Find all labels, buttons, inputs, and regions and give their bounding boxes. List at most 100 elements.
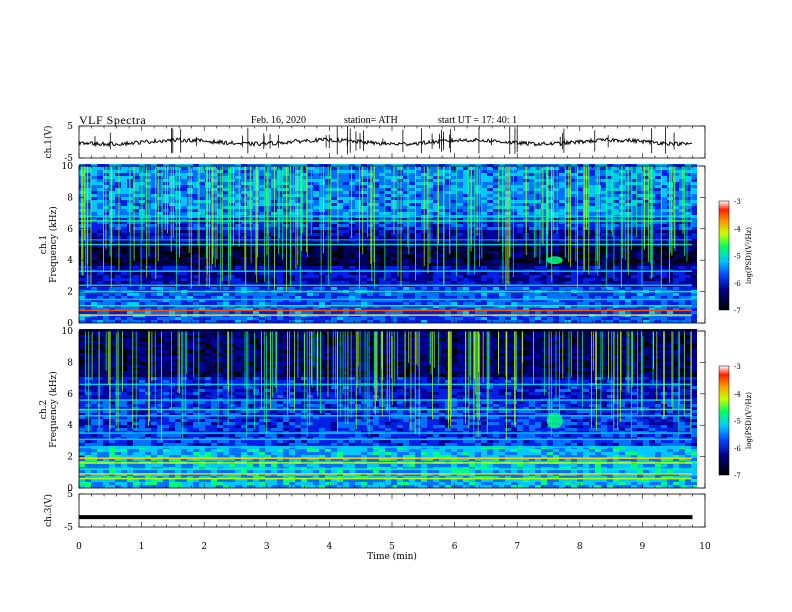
- y-tick-label: 6: [67, 390, 73, 400]
- sferic-spike: [479, 166, 481, 267]
- sferic-spike: [164, 166, 166, 230]
- sferic-spike: [471, 166, 473, 244]
- sferic-spike: [254, 331, 255, 430]
- sferic-spike: [600, 331, 602, 416]
- sferic-spike: [310, 166, 312, 235]
- sferic-spike: [575, 166, 577, 262]
- sferic-spike: [669, 166, 670, 283]
- sferic-spike: [568, 331, 570, 392]
- narrowband-line: [79, 314, 692, 316]
- sferic-spike: [612, 166, 614, 237]
- sferic-spike: [429, 331, 431, 364]
- sferic-spike: [279, 166, 281, 238]
- sferic-spike: [617, 331, 619, 430]
- narrowband-line: [79, 457, 692, 459]
- sferic-spike: [473, 331, 475, 420]
- emission-burst: [546, 412, 563, 429]
- sferic-spike: [423, 166, 425, 267]
- sferic-spike: [155, 166, 157, 280]
- sferic-spike: [505, 331, 507, 440]
- narrowband-line: [79, 462, 692, 464]
- sferic-spike: [391, 331, 393, 405]
- x-tick-label: 0: [76, 542, 82, 552]
- colorbar-ch1: [718, 200, 730, 311]
- sferic-spike: [632, 331, 634, 384]
- colorbar-tick-label: -3: [734, 363, 741, 371]
- sferic-spike: [107, 331, 109, 385]
- sferic-spike: [591, 331, 592, 429]
- sferic-spike: [81, 166, 83, 273]
- sferic-spike: [335, 331, 337, 399]
- y-tick-label: -5: [64, 154, 73, 164]
- narrowband-line: [79, 468, 692, 470]
- sferic-spike: [247, 331, 249, 417]
- sferic-spike: [147, 331, 149, 427]
- sferic-spike: [117, 331, 119, 432]
- sferic-spike: [588, 166, 590, 236]
- narrowband-line: [79, 415, 692, 417]
- sferic-spike: [498, 166, 500, 243]
- y-axis-label: ch.1: [39, 235, 49, 254]
- sferic-spike: [182, 331, 184, 439]
- sferic-spike: [376, 331, 377, 401]
- sferic-spike: [620, 166, 622, 288]
- sferic-spike: [276, 331, 278, 393]
- sferic-spike: [684, 166, 685, 256]
- sferic-spike: [263, 331, 265, 423]
- sferic-spike: [630, 331, 632, 439]
- sferic-spike: [323, 166, 324, 254]
- sferic-spike: [476, 166, 478, 236]
- sferic-spike: [295, 166, 297, 269]
- sferic-spike: [180, 331, 182, 387]
- sferic-spike: [506, 166, 508, 284]
- sferic-spike: [582, 166, 584, 273]
- y-tick-label: 10: [62, 162, 74, 172]
- sferic-spike: [674, 166, 676, 252]
- sferic-spike: [263, 166, 265, 282]
- sferic-spike: [148, 331, 150, 422]
- sferic-spike: [449, 166, 451, 255]
- chart-title: VLF Spectra: [79, 113, 147, 127]
- sferic-spike: [570, 331, 572, 378]
- sferic-spike: [172, 166, 174, 238]
- colorbar-label: log(PSD)(V²/Hz): [745, 227, 753, 284]
- sferic-spike: [232, 166, 234, 246]
- sferic-spike: [653, 331, 655, 370]
- colorbar-tick-label: -5: [734, 253, 741, 261]
- sferic-spike: [393, 331, 395, 387]
- sferic-spike: [366, 331, 368, 427]
- sferic-spike: [451, 331, 452, 418]
- sferic-spike: [260, 331, 262, 409]
- y-tick-label: 4: [67, 256, 73, 266]
- sferic-spike: [671, 166, 673, 256]
- sferic-spike: [167, 166, 168, 234]
- sferic-spike: [380, 331, 382, 400]
- sferic-spike: [122, 331, 123, 392]
- sferic-spike: [87, 331, 89, 433]
- sferic-spike: [474, 166, 476, 275]
- sferic-spike: [650, 166, 652, 280]
- sferic-spike: [539, 166, 541, 265]
- sferic-spike: [620, 331, 622, 391]
- sferic-spike: [601, 331, 603, 380]
- sferic-spike: [274, 166, 275, 291]
- emission-burst: [546, 256, 563, 265]
- narrowband-line: [79, 383, 692, 386]
- sferic-spike: [671, 331, 673, 407]
- sferic-spike: [514, 331, 516, 428]
- sferic-spike: [649, 166, 651, 264]
- sferic-spike: [266, 331, 267, 434]
- sferic-spike: [637, 331, 639, 415]
- sferic-spike: [289, 331, 291, 404]
- sferic-spike: [140, 166, 142, 288]
- sferic-spike: [350, 331, 352, 418]
- sferic-spike: [438, 331, 440, 384]
- sferic-spike: [663, 331, 665, 417]
- sferic-spike: [535, 166, 537, 257]
- sferic-spike: [407, 166, 409, 247]
- sferic-spike: [306, 166, 308, 257]
- sferic-spike: [83, 166, 85, 240]
- narrowband-line: [79, 446, 692, 448]
- sferic-spike: [198, 166, 200, 286]
